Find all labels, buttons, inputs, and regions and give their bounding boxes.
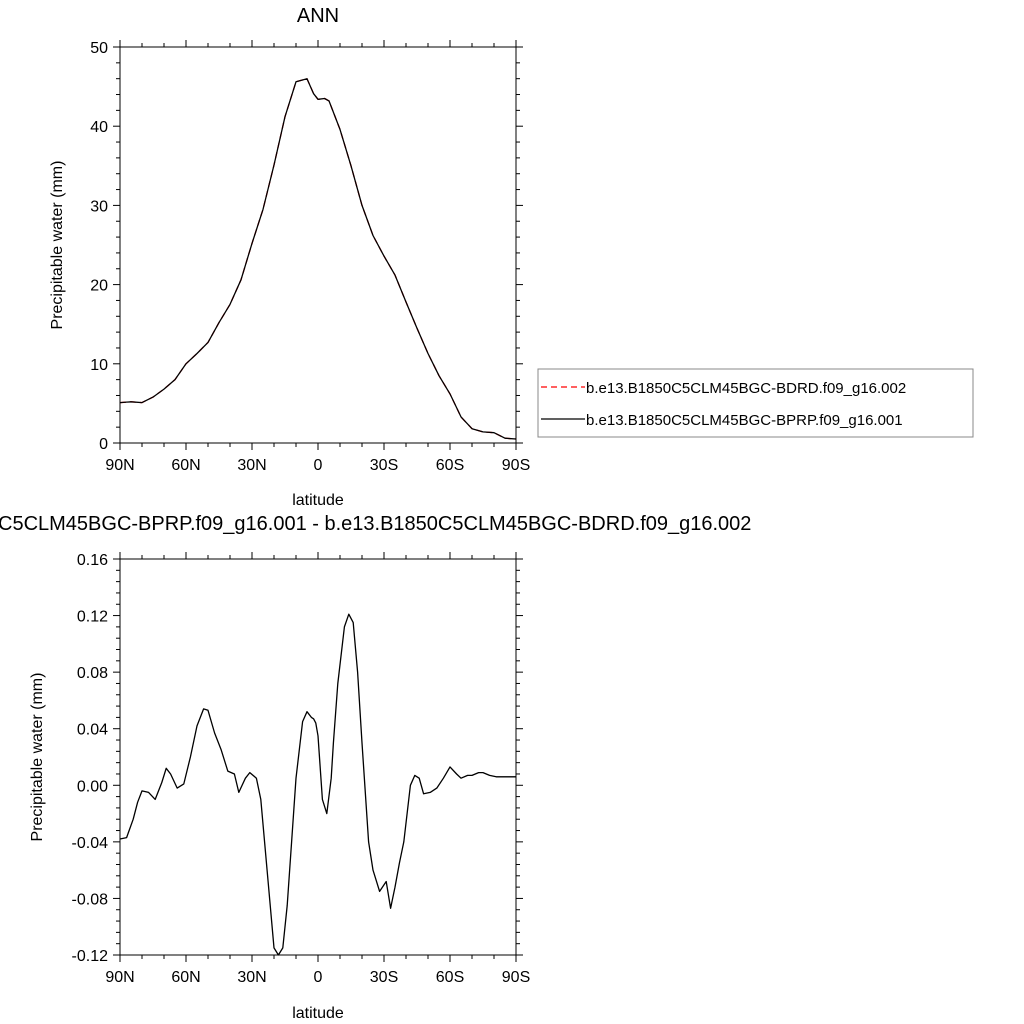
bottom-y-axis-label: Precipitable water (mm) <box>29 673 46 842</box>
bottom-series-line-0 <box>119 613 516 956</box>
top-series-line-0 <box>119 78 517 440</box>
bottom-xtick-label: 90N <box>105 969 134 986</box>
top-xtick-label: 90N <box>105 457 134 474</box>
legend-label-bprp: b.e13.B1850C5CLM45BGC-BPRP.f09_g16.001 <box>586 412 903 429</box>
top-chart-title: ANN <box>297 5 339 27</box>
bottom-ytick-label: 0.16 <box>77 552 108 569</box>
bottom-xtick-label: 30N <box>237 969 266 986</box>
top-series-line-1 <box>119 78 517 440</box>
top-x-axis-label: latitude <box>292 492 344 509</box>
top-ytick-label: 30 <box>90 198 108 215</box>
bottom-ytick-label: 0.00 <box>77 778 108 795</box>
bottom-ytick-label: -0.12 <box>72 948 109 965</box>
top-tick-labels: 0 10 20 30 40 50 90N 60N 30N 0 30S 60S 90S <box>90 40 530 474</box>
bottom-chart-title: b.e13.B1850C5CLM45BGC-BPRP.f09_g16.001 -… <box>0 513 751 535</box>
legend: b.e13.B1850C5CLM45BGC-BDRD.f09_g16.002 b… <box>537 368 974 438</box>
bottom-plot-frame <box>119 558 517 956</box>
bottom-ytick-label: -0.04 <box>72 835 109 852</box>
top-y-axis-label: Precipitable water (mm) <box>49 161 66 330</box>
top-ytick-label: 50 <box>90 40 108 57</box>
top-ytick-label: 20 <box>90 278 108 295</box>
top-panel: ANN latitude Precipitable water (mm) 0 10… <box>49 5 530 509</box>
legend-label-bdrd: b.e13.B1850C5CLM45BGC-BDRD.f09_g16.002 <box>586 380 906 397</box>
top-xtick-label: 30S <box>370 457 398 474</box>
bottom-ytick-label: 0.12 <box>77 609 108 626</box>
top-ytick-label: 40 <box>90 119 108 136</box>
bottom-xtick-label: 90S <box>502 969 530 986</box>
top-ytick-label: 0 <box>99 436 108 453</box>
top-xtick-label: 30N <box>237 457 266 474</box>
bottom-xtick-label: 0 <box>314 969 323 986</box>
bottom-ytick-label: 0.04 <box>77 722 108 739</box>
top-xtick-label: 90S <box>502 457 530 474</box>
top-xtick-label: 0 <box>314 457 323 474</box>
bottom-plot-lines <box>119 613 516 956</box>
top-xtick-label: 60N <box>171 457 200 474</box>
top-ytick-label: 10 <box>90 357 108 374</box>
bottom-xtick-label: 30S <box>370 969 398 986</box>
bottom-xtick-label: 60N <box>171 969 200 986</box>
top-axis-ticks <box>113 40 523 450</box>
bottom-xtick-label: 60S <box>436 969 464 986</box>
top-xtick-label: 60S <box>436 457 464 474</box>
legend-box <box>537 368 974 438</box>
bottom-ytick-label: -0.08 <box>72 891 109 908</box>
top-plot-frame <box>119 46 517 444</box>
bottom-ytick-label: 0.08 <box>77 665 108 682</box>
bottom-x-axis-label: latitude <box>292 1005 344 1022</box>
bottom-tick-labels: -0.12 -0.08 -0.04 0.00 0.04 0.08 0.12 0.16 90N 60… <box>72 552 531 986</box>
bottom-panel: b.e13.B1850C5CLM45BGC-BPRP.f09_g16.001 -… <box>0 513 751 1022</box>
bottom-axis-ticks <box>113 552 523 962</box>
top-plot-lines <box>119 78 517 440</box>
